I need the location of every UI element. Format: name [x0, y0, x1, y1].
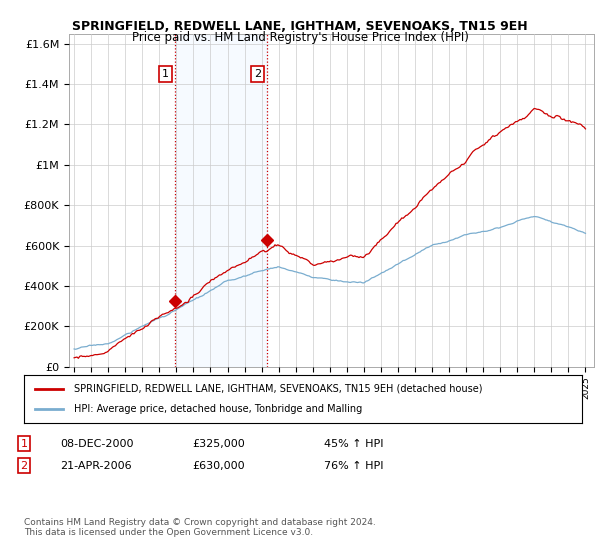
Text: 2: 2: [254, 69, 261, 79]
Bar: [175, 34, 267, 367]
Text: SPRINGFIELD, REDWELL LANE, IGHTHAM, SEVENOAKS, TN15 9EH: SPRINGFIELD, REDWELL LANE, IGHTHAM, SEVE…: [72, 20, 528, 32]
Text: 1: 1: [20, 438, 28, 449]
Text: £325,000: £325,000: [192, 438, 245, 449]
Text: Price paid vs. HM Land Registry's House Price Index (HPI): Price paid vs. HM Land Registry's House …: [131, 31, 469, 44]
Text: 21-APR-2006: 21-APR-2006: [60, 461, 131, 471]
Text: HPI: Average price, detached house, Tonbridge and Malling: HPI: Average price, detached house, Tonb…: [74, 404, 362, 414]
Text: 2: 2: [20, 461, 28, 471]
Text: 1: 1: [162, 69, 169, 79]
Text: 45% ↑ HPI: 45% ↑ HPI: [324, 438, 383, 449]
Text: 08-DEC-2000: 08-DEC-2000: [60, 438, 133, 449]
Text: Contains HM Land Registry data © Crown copyright and database right 2024.
This d: Contains HM Land Registry data © Crown c…: [24, 518, 376, 538]
Text: SPRINGFIELD, REDWELL LANE, IGHTHAM, SEVENOAKS, TN15 9EH (detached house): SPRINGFIELD, REDWELL LANE, IGHTHAM, SEVE…: [74, 384, 483, 394]
Text: 76% ↑ HPI: 76% ↑ HPI: [324, 461, 383, 471]
Text: £630,000: £630,000: [192, 461, 245, 471]
